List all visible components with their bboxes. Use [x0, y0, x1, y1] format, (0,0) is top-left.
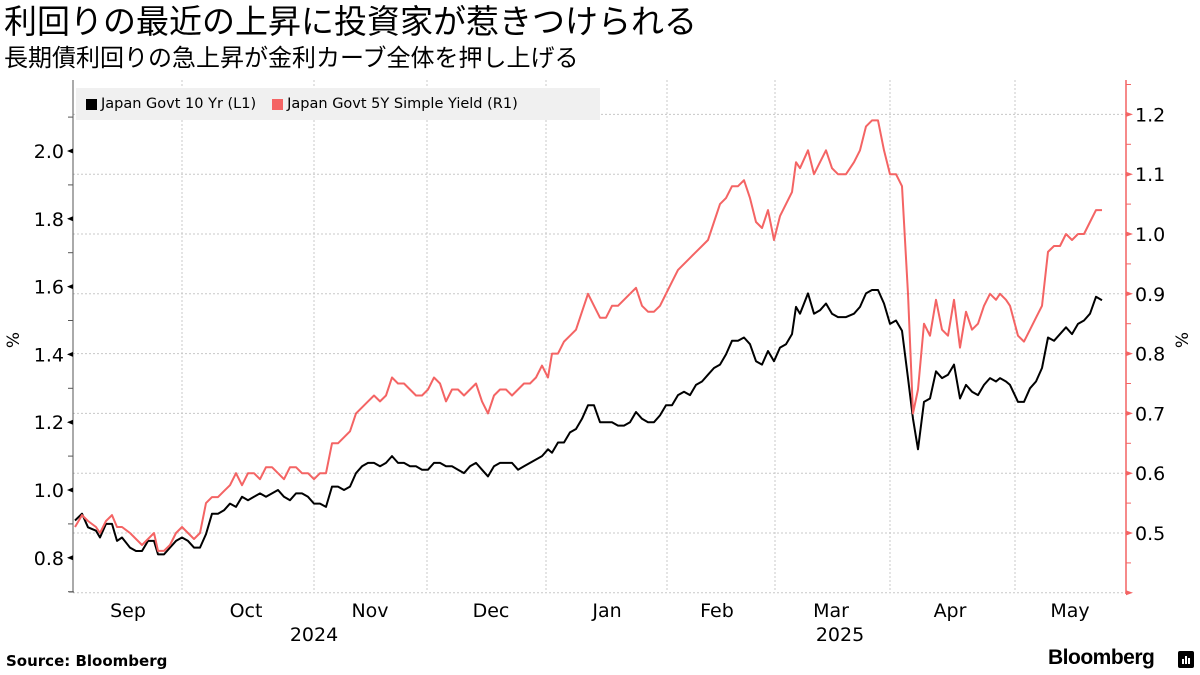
legend-swatch-red — [272, 98, 284, 110]
y-tick-right: 0.8 — [1135, 344, 1165, 366]
y-tick-right: 1.0 — [1135, 224, 1165, 246]
legend-label: Japan Govt 10 Yr (L1) — [101, 96, 257, 112]
x-tick-label: Oct — [230, 600, 263, 622]
chart-legend: Japan Govt 10 Yr (L1) Japan Govt 5Y Simp… — [76, 88, 600, 120]
y-tick-right: 0.5 — [1135, 523, 1165, 545]
y-tick-right: 0.9 — [1135, 284, 1165, 306]
x-tick-label: Mar — [813, 600, 849, 622]
x-year-label: 2025 — [816, 624, 864, 646]
x-tick-label: Dec — [473, 600, 510, 622]
y-tick-left: 1.6 — [34, 277, 64, 299]
y-tick-right: 0.7 — [1135, 403, 1165, 425]
x-year-label: 2024 — [290, 624, 338, 646]
source-note: Source: Bloomberg — [6, 652, 168, 670]
y-axis-label-left: % — [4, 332, 24, 348]
x-tick-label: Nov — [351, 600, 388, 622]
legend-swatch-black — [86, 98, 97, 110]
y-axis-label-right: % — [1173, 332, 1193, 348]
y-tick-left: 1.2 — [34, 412, 64, 434]
x-tick-label: Feb — [700, 600, 734, 622]
y-tick-left: 1.8 — [34, 209, 64, 231]
chart-subtitle: 長期債利回りの急上昇が金利カーブ全体を押し上げる — [4, 44, 579, 72]
legend-label: Japan Govt 5Y Simple Yield (R1) — [287, 96, 518, 112]
y-tick-left: 1.4 — [34, 344, 64, 366]
y-tick-right: 1.1 — [1135, 164, 1165, 186]
y-tick-left: 0.8 — [34, 548, 64, 570]
bloomberg-chart-icon — [1178, 651, 1194, 668]
legend-item-10yr: Japan Govt 10 Yr (L1) — [86, 96, 256, 112]
chart-title: 利回りの最近の上昇に投資家が惹きつけられる — [4, 2, 697, 41]
y-tick-left: 2.0 — [34, 141, 64, 163]
x-tick-label: Jan — [591, 600, 621, 622]
y-tick-left: 1.0 — [34, 480, 64, 502]
x-tick-label: Sep — [110, 600, 146, 622]
legend-item-5y: Japan Govt 5Y Simple Yield (R1) — [272, 96, 518, 112]
bloomberg-logo: Bloomberg — [1048, 646, 1155, 669]
x-tick-label: May — [1050, 600, 1089, 622]
y-tick-right: 1.2 — [1135, 104, 1165, 126]
series-line — [74, 289, 1103, 556]
series-line — [74, 119, 1102, 552]
x-tick-label: Apr — [934, 600, 967, 622]
y-tick-right: 0.6 — [1135, 463, 1165, 485]
